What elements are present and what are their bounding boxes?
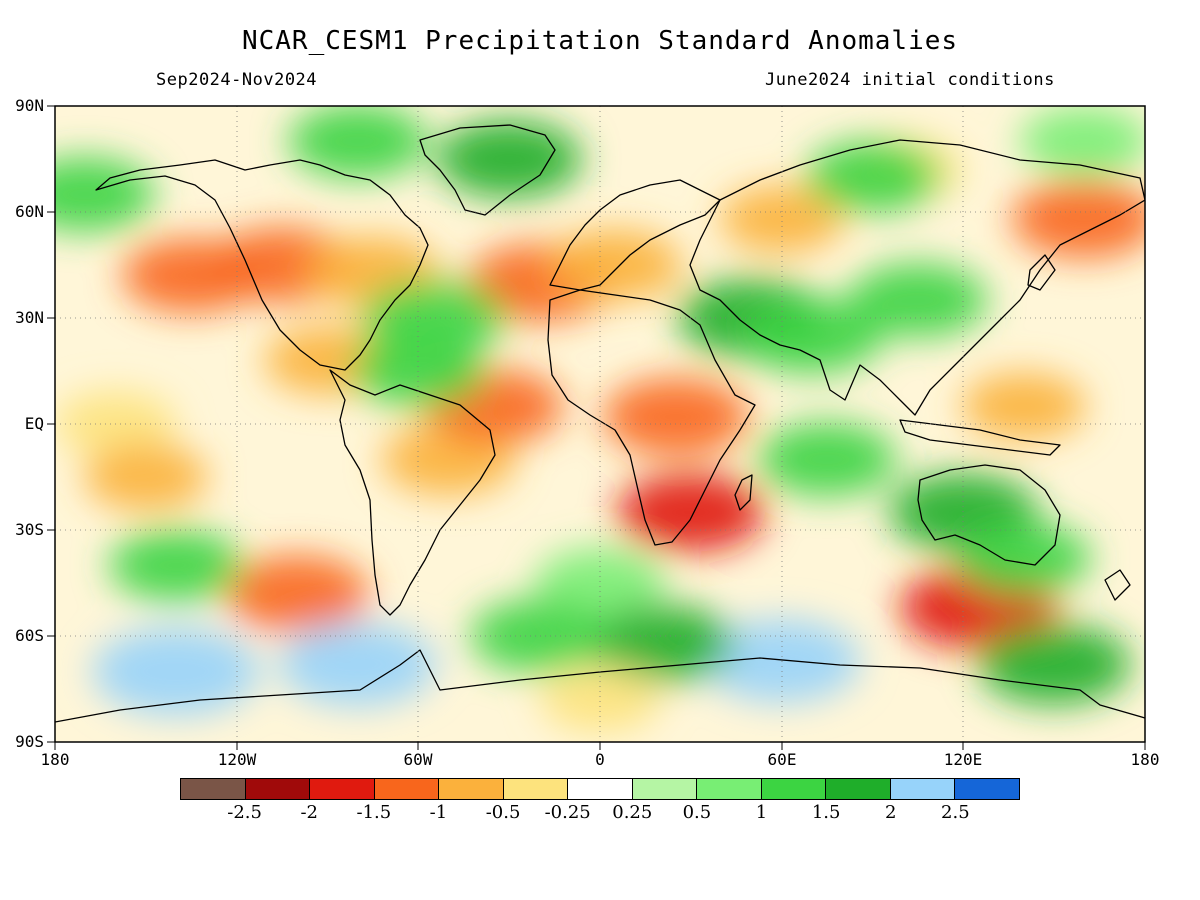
colorbar-swatch (439, 779, 504, 799)
coastline-new-zealand (1104, 569, 1131, 601)
coastline-japan (1027, 254, 1056, 291)
anomaly-cell (848, 263, 988, 338)
lon-label: 120W (217, 750, 257, 769)
coastlines (55, 124, 1145, 723)
coastline-asia (689, 139, 1145, 416)
anomaly-map (47, 105, 1146, 750)
coastline-africa (547, 289, 756, 546)
colorbar-tick-label: -1 (429, 802, 448, 823)
coastline-north-america (95, 159, 429, 371)
anomaly-cell (92, 626, 260, 716)
anomaly-cell (548, 229, 683, 301)
anomaly-cell (587, 604, 734, 683)
anomaly-cell (436, 120, 583, 198)
colorbar-tick-label: -0.25 (544, 802, 591, 823)
anomaly-field (55, 106, 1145, 732)
colorbar-swatch (761, 779, 827, 799)
anomaly-cell (956, 522, 1091, 595)
anomaly-cell (757, 422, 897, 497)
colorbar-swatch (826, 779, 891, 799)
anomaly-cell (55, 157, 155, 232)
colorbar-swatch (181, 779, 246, 799)
colorbar-tick-label: 1 (755, 802, 768, 823)
lat-label: 90N (15, 96, 44, 115)
gridlines (55, 106, 1145, 742)
coastline-madagascar (734, 474, 753, 511)
anomaly-cell (702, 618, 861, 703)
lon-label: 0 (595, 750, 605, 769)
coastline-europe (549, 179, 721, 291)
lon-label: 60E (767, 750, 797, 769)
anomaly-cell (805, 140, 940, 213)
lon-label: 60W (403, 750, 433, 769)
colorbar-tick-label: 0.25 (612, 802, 653, 823)
colorbar-tick-label: 1.5 (811, 802, 841, 823)
colorbar-tick-label: 0.5 (682, 802, 712, 823)
colorbar (180, 778, 1020, 800)
anomaly-cell (961, 372, 1087, 440)
lat-label: 30S (15, 520, 44, 539)
colorbar-tick-label: -1.5 (356, 802, 392, 823)
coastline-greenland (419, 124, 556, 216)
coastline-australia (917, 464, 1061, 566)
colorbar-tick-label: 2 (885, 802, 897, 823)
lat-label: 60S (15, 626, 44, 645)
anomaly-cell (1011, 180, 1145, 259)
coastline-south-america (329, 369, 496, 616)
lat-label: 60N (15, 202, 44, 221)
colorbar-swatch (890, 779, 956, 799)
forecast-period: Sep2024-Nov2024 (156, 70, 318, 90)
coastline-indonesia (899, 419, 1061, 456)
colorbar-swatch (697, 779, 762, 799)
colorbar-swatch (310, 779, 375, 799)
anomaly-cell (977, 623, 1131, 706)
anomaly-cell (602, 377, 749, 456)
anomaly-cell (278, 622, 437, 707)
colorbar-swatch (955, 779, 1019, 799)
anomaly-cell (470, 598, 609, 674)
initial-conditions: June2024 initial conditions (765, 70, 1055, 90)
lon-label: 120E (943, 750, 983, 769)
anomaly-cell (288, 106, 428, 179)
colorbar-swatch (374, 779, 440, 799)
colorbar-swatch (503, 779, 569, 799)
axis-ticks (47, 105, 1146, 750)
anomaly-cell (719, 185, 844, 253)
lat-label: EQ (24, 414, 44, 433)
lat-label: 30N (15, 308, 44, 327)
anomaly-cell (616, 472, 766, 552)
lon-label: 180 (1130, 750, 1160, 769)
anomaly-cell (225, 555, 370, 632)
anomaly-cell (535, 548, 665, 618)
lon-label: 180 (40, 750, 70, 769)
colorbar-tick-label: -2.5 (227, 802, 262, 823)
anomaly-cell (1019, 106, 1145, 177)
colorbar-tick-label: -2 (300, 802, 318, 823)
colorbar-swatch (632, 779, 698, 799)
colorbar-tick-label: -0.5 (485, 802, 521, 823)
anomaly-cell (741, 297, 883, 374)
colorbar-swatch (245, 779, 311, 799)
lat-label: 90S (15, 732, 44, 751)
anomaly-cell (109, 529, 244, 602)
anomaly-cell (83, 443, 209, 511)
colorbar-swatch (568, 779, 633, 799)
chart-title: NCAR_CESM1 Precipitation Standard Anomal… (241, 26, 959, 56)
anomaly-cell (540, 667, 660, 732)
coastline-antarctica (55, 649, 1145, 723)
colorbar-tick-label: 2.5 (941, 802, 970, 823)
